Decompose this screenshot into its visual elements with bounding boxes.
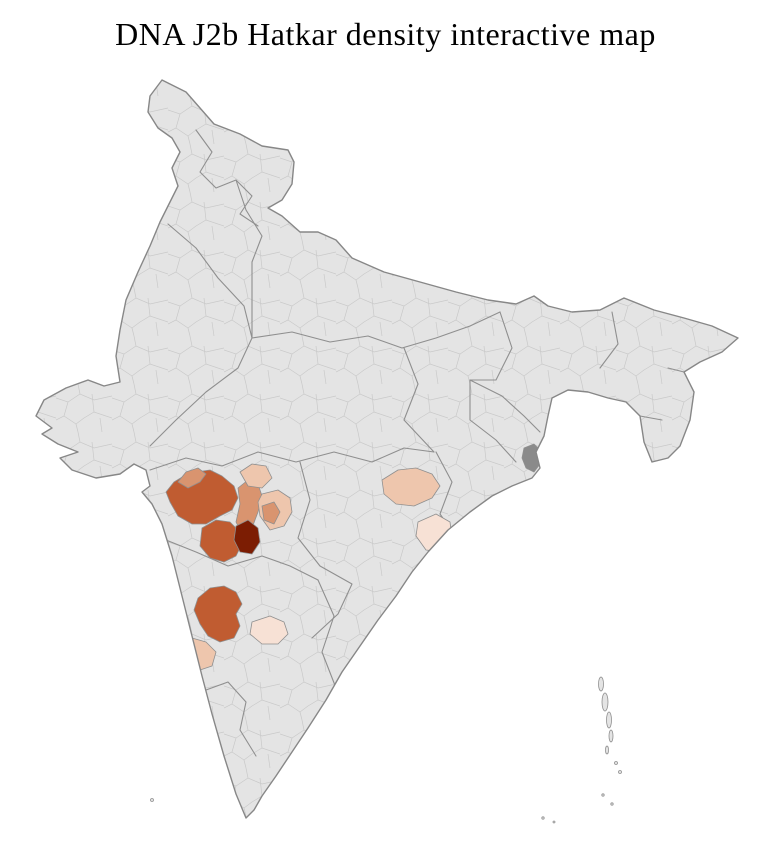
district-boundaries-texture <box>36 80 738 818</box>
district-south-cluster-main[interactable] <box>193 585 243 643</box>
district-west-cluster-core[interactable] <box>233 519 261 555</box>
lakshadweep-islands <box>150 798 556 824</box>
density-districts <box>165 443 543 671</box>
district-central-east-patch[interactable] <box>381 467 441 507</box>
district-west-cluster-east-inner[interactable] <box>261 501 281 525</box>
page-title: DNA J2b Hatkar density interactive map <box>115 16 656 52</box>
district-south-cluster-east[interactable] <box>249 615 289 645</box>
district-west-cluster-north[interactable] <box>239 463 273 489</box>
andaman-nicobar-islands <box>598 676 622 806</box>
district-west-cluster-northwest[interactable] <box>177 467 207 489</box>
